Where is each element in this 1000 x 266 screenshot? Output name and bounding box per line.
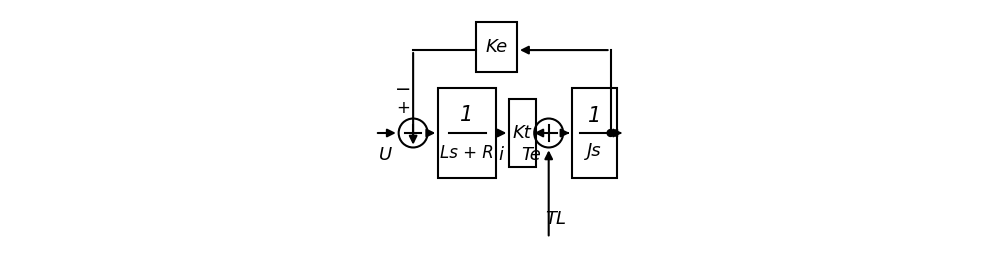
Text: +: + [396, 99, 410, 117]
Text: −: − [395, 80, 411, 99]
Text: Kt: Kt [513, 124, 532, 142]
FancyBboxPatch shape [509, 99, 536, 167]
FancyBboxPatch shape [438, 88, 496, 178]
Text: TL: TL [545, 210, 566, 227]
Text: i: i [498, 146, 503, 164]
Text: 1: 1 [588, 106, 601, 126]
Text: Ls + R: Ls + R [440, 144, 494, 162]
Text: Js: Js [587, 142, 602, 160]
FancyBboxPatch shape [476, 22, 517, 72]
Text: 1: 1 [460, 105, 474, 124]
Text: Ke: Ke [486, 39, 508, 56]
Text: Te: Te [521, 146, 541, 164]
Text: U: U [379, 146, 392, 164]
Circle shape [607, 130, 614, 136]
FancyBboxPatch shape [572, 88, 617, 178]
